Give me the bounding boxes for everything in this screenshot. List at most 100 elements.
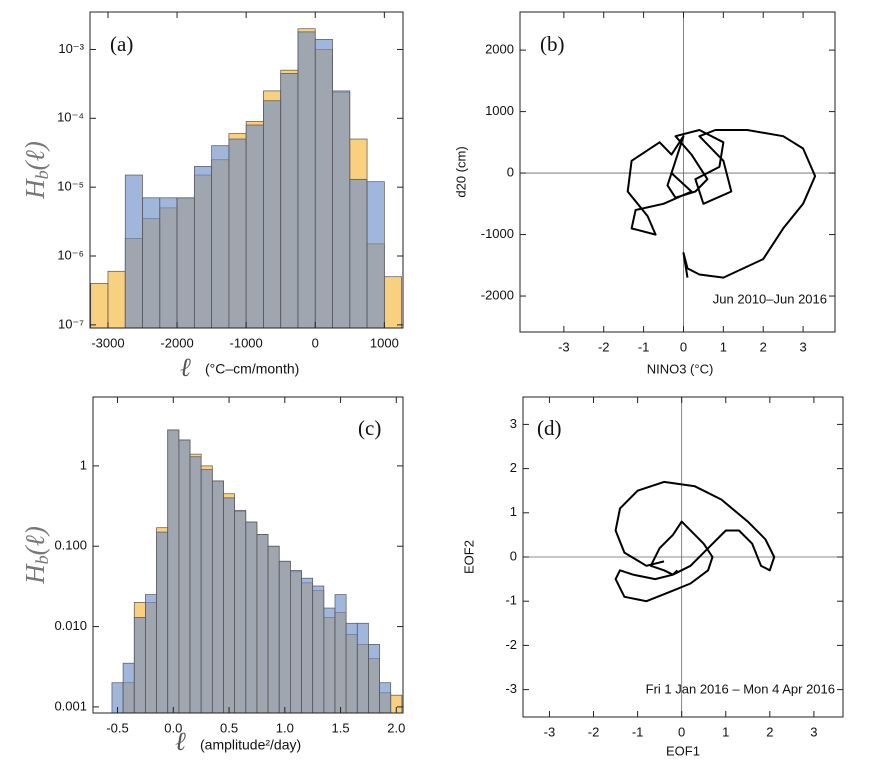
x-tick-label: 0 <box>678 724 685 739</box>
y-tick-label: 10⁻³ <box>58 41 84 56</box>
bar <box>142 197 161 329</box>
y-axis-label: Hb(ℓ) <box>20 141 52 200</box>
x-tick-label: 1.5 <box>332 720 350 735</box>
y-tick-label: 2 <box>510 460 517 475</box>
bar <box>332 90 351 329</box>
bar <box>228 138 247 329</box>
bar <box>383 276 402 329</box>
panel-label: (d) <box>537 416 562 440</box>
y-tick-label: -1000 <box>481 226 514 241</box>
x-tick-label: 2 <box>760 339 767 354</box>
y-tick-label: 10⁻⁴ <box>57 110 84 125</box>
y-tick-label: -2000 <box>481 287 514 302</box>
y-axis-label: Hb(ℓ) <box>20 526 52 585</box>
x-tick-label: -2 <box>598 339 610 354</box>
x-tick-label: -0.5 <box>106 720 128 735</box>
x-tick-label: 3 <box>799 339 806 354</box>
bar <box>334 594 347 714</box>
bar <box>200 469 213 714</box>
bar <box>193 166 212 329</box>
bar <box>145 594 157 714</box>
bar <box>314 39 333 329</box>
bar <box>122 662 135 714</box>
x-tick-label: 1.0 <box>276 720 294 735</box>
bar <box>234 509 247 714</box>
bar <box>167 429 180 714</box>
bar <box>312 585 325 714</box>
x-tick-label: 0.0 <box>164 720 182 735</box>
x-tick-label: -2 <box>588 724 600 739</box>
y-tick-label: -2 <box>505 637 517 652</box>
y-label-arg: (ℓ) <box>20 141 50 170</box>
annotation: Fri 1 Jan 2016 – Mon 4 Apr 2016 <box>646 681 835 696</box>
x-axis-label: ℓ <box>180 353 191 382</box>
bar <box>379 682 392 714</box>
x-tick-label: 0 <box>680 339 687 354</box>
bar <box>133 617 146 714</box>
y-tick-label: 10⁻⁷ <box>58 316 84 331</box>
bar <box>356 622 369 714</box>
plot-frame <box>519 11 836 333</box>
y-label-sub: b <box>32 555 52 564</box>
bar <box>323 607 336 714</box>
bar <box>280 72 299 329</box>
x-axis-unit: (°C–cm/month) <box>205 361 299 377</box>
x-tick-label: 0 <box>312 335 319 350</box>
x-tick-label: -1000 <box>230 335 263 350</box>
bar <box>368 644 380 714</box>
y-tick-label: 2000 <box>485 42 514 57</box>
bar <box>178 439 191 714</box>
y-tick-label: 0.100 <box>54 538 87 553</box>
bar <box>366 181 385 329</box>
x-tick-label: -3000 <box>91 335 124 350</box>
panel-label: (c) <box>358 416 381 440</box>
x-axis-label: ℓ <box>175 727 186 756</box>
bar <box>349 178 368 329</box>
bar <box>345 622 358 714</box>
x-tick-label: -2000 <box>160 335 193 350</box>
y-tick-label: 0 <box>507 165 514 180</box>
bar <box>245 124 264 329</box>
y-label-sub: b <box>32 170 52 179</box>
x-tick-label: -3 <box>558 339 570 354</box>
y-tick-label: 1 <box>80 457 87 472</box>
y-label-main: H <box>20 178 50 200</box>
trajectory <box>626 129 817 279</box>
x-tick-label: 0.5 <box>220 720 238 735</box>
bar <box>156 531 169 714</box>
x-axis-label: EOF1 <box>666 743 700 758</box>
x-tick-label: 3 <box>810 724 817 739</box>
y-tick-label: -3 <box>505 681 517 696</box>
bar <box>159 197 178 329</box>
x-tick-label: 2.0 <box>387 720 405 735</box>
x-tick-label: -3 <box>544 724 556 739</box>
y-label-main: H <box>20 563 50 585</box>
bar <box>297 31 316 329</box>
plot-frame <box>92 396 404 714</box>
bar <box>189 456 202 714</box>
y-tick-label: 0.001 <box>54 698 87 713</box>
x-axis-unit: (amplitude²/day) <box>200 737 301 753</box>
y-tick-label: 0.010 <box>54 618 87 633</box>
bar <box>278 560 291 714</box>
x-axis-label: NINO3 (°C) <box>647 361 714 376</box>
bar <box>245 521 258 714</box>
y-tick-label: 10⁻⁶ <box>57 247 84 262</box>
panel-label: (b) <box>540 32 565 56</box>
y-tick-label: 10⁻⁵ <box>57 179 84 194</box>
bar <box>90 283 109 329</box>
y-tick-label: 1000 <box>485 103 514 118</box>
bar <box>267 545 280 714</box>
y-axis-label: d20 (cm) <box>453 146 468 197</box>
bar <box>256 534 269 714</box>
annotation: Jun 2010–Jun 2016 <box>713 291 827 306</box>
y-axis-label: EOF2 <box>461 540 476 574</box>
x-tick-label: 1000 <box>370 335 399 350</box>
bar <box>223 497 235 714</box>
bar <box>107 270 126 329</box>
y-tick-label: -1 <box>505 593 517 608</box>
x-tick-label: -1 <box>632 724 644 739</box>
bar <box>301 577 314 714</box>
x-tick-label: -1 <box>638 339 650 354</box>
